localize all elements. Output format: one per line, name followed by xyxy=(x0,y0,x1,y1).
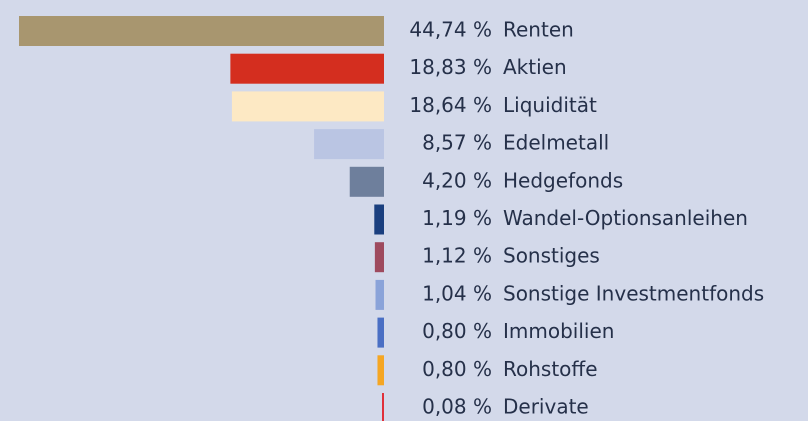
category-label: Edelmetall xyxy=(503,131,609,155)
value-label: 18,83 % xyxy=(409,55,492,79)
category-label: Derivate xyxy=(503,395,589,419)
bar xyxy=(382,393,384,421)
value-label: 0,80 % xyxy=(422,319,492,343)
category-label: Renten xyxy=(503,18,574,42)
category-label: Hedgefonds xyxy=(503,168,623,192)
bar xyxy=(377,355,384,386)
value-label: 18,64 % xyxy=(409,93,492,117)
category-label: Aktien xyxy=(503,55,567,79)
category-label: Sonstiges xyxy=(503,244,600,268)
bar xyxy=(231,91,384,122)
category-label: Rohstoffe xyxy=(503,357,598,381)
value-label: 1,04 % xyxy=(422,281,492,305)
value-label: 4,20 % xyxy=(422,168,492,192)
bar xyxy=(375,279,384,310)
value-label: 8,57 % xyxy=(422,131,492,155)
category-label: Liquidität xyxy=(503,93,597,117)
bar xyxy=(374,242,384,273)
bar xyxy=(374,204,384,235)
value-label: 44,74 % xyxy=(409,18,492,42)
bar xyxy=(314,129,384,160)
category-label: Sonstige Investmentfonds xyxy=(503,281,764,305)
value-label: 1,12 % xyxy=(422,244,492,268)
bar xyxy=(377,317,384,348)
bar xyxy=(349,166,384,197)
category-label: Wandel-Optionsanleihen xyxy=(503,206,748,230)
value-label: 0,08 % xyxy=(422,395,492,419)
bar xyxy=(19,16,384,46)
value-label: 0,80 % xyxy=(422,357,492,381)
category-label: Immobilien xyxy=(503,319,614,343)
value-label: 1,19 % xyxy=(422,206,492,230)
bar xyxy=(230,53,384,84)
